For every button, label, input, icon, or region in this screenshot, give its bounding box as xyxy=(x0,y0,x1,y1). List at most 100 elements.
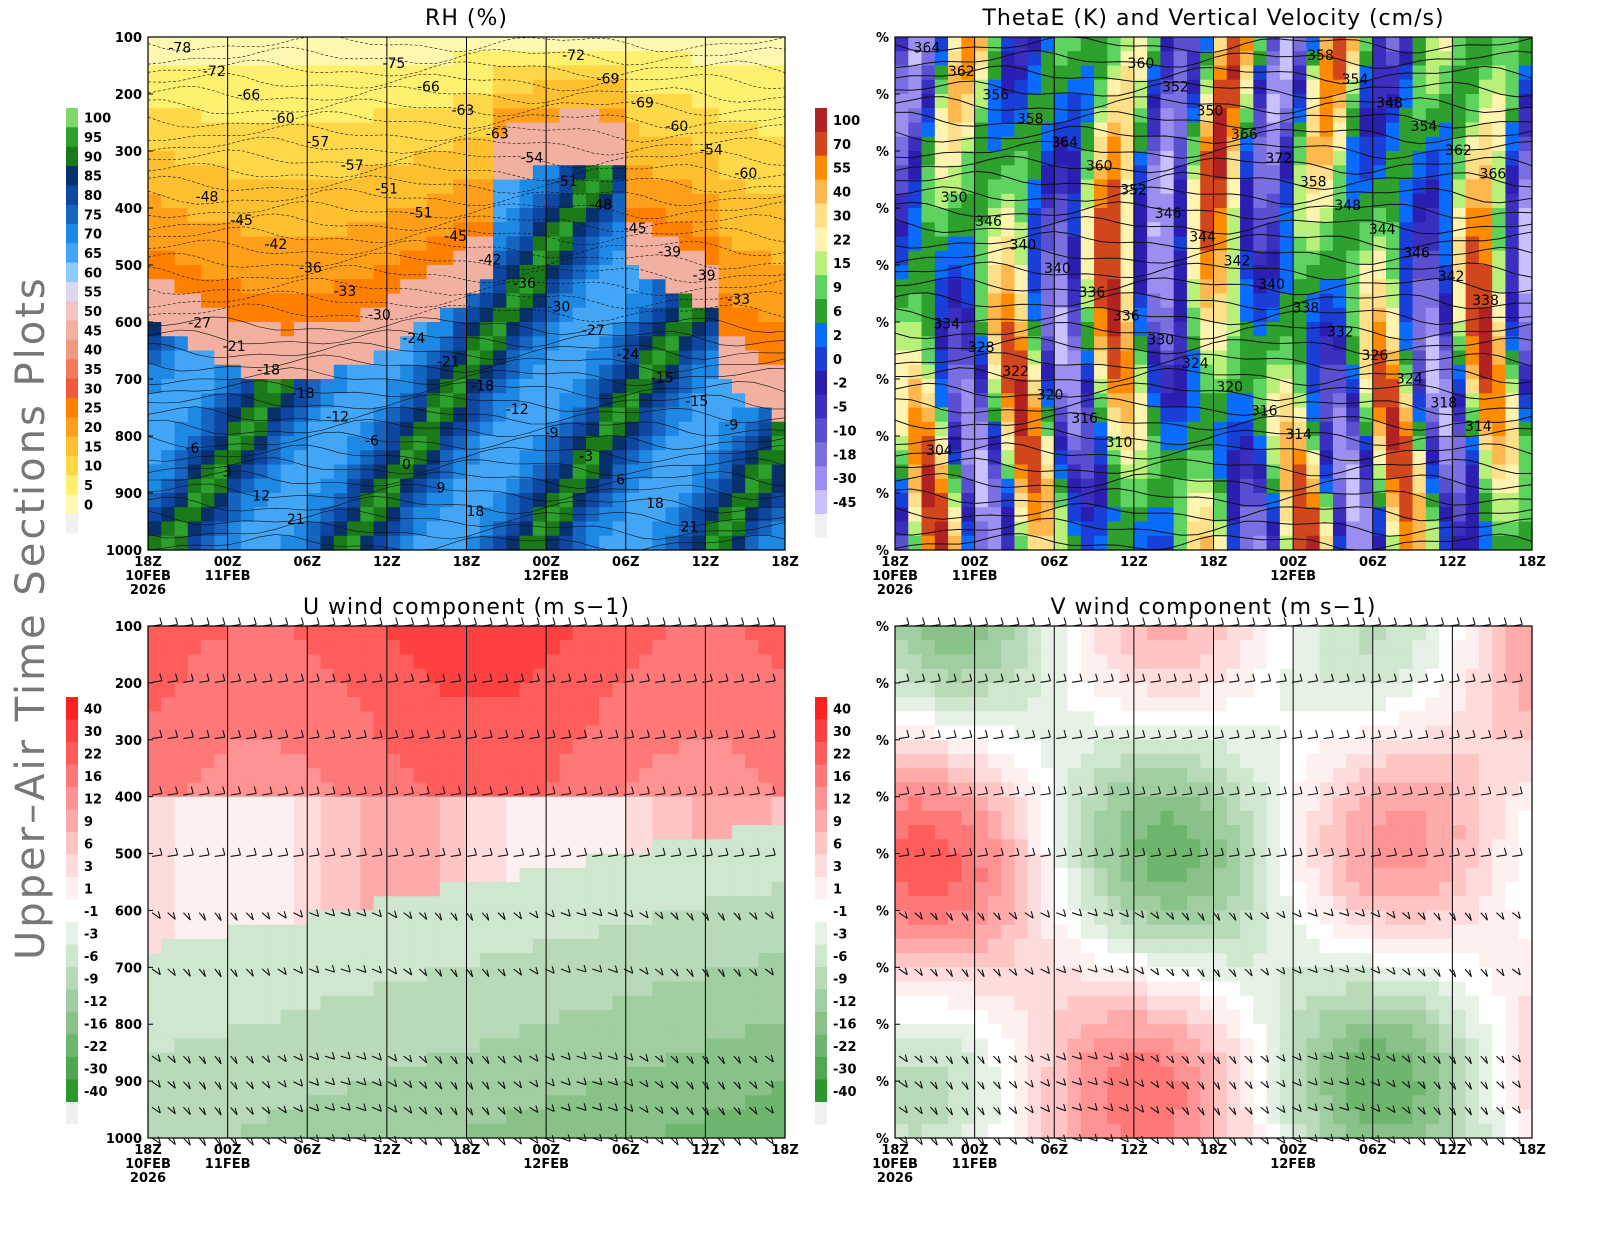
field-cell xyxy=(1226,464,1241,480)
field-cell xyxy=(1439,279,1453,295)
contour-label: 328 xyxy=(968,340,995,356)
field-cell xyxy=(307,626,322,641)
field-cell xyxy=(347,421,361,437)
field-cell xyxy=(240,236,255,252)
field-cell xyxy=(532,810,547,826)
field-cell xyxy=(1465,293,1480,309)
contour-label: -33 xyxy=(727,292,750,308)
field-cell xyxy=(360,768,375,784)
colorbar-label: 6 xyxy=(833,305,842,320)
colorbar-label: 80 xyxy=(84,189,102,204)
field-cell xyxy=(948,307,962,323)
field-cell xyxy=(161,668,176,684)
field-cell xyxy=(267,938,282,954)
field-cell xyxy=(320,725,335,741)
field-cell xyxy=(307,322,322,337)
field-cell xyxy=(333,754,348,769)
field-cell xyxy=(1213,436,1228,451)
field-cell xyxy=(921,293,936,309)
field-cell xyxy=(1346,136,1361,152)
field-cell xyxy=(174,108,189,124)
field-cell xyxy=(280,407,295,423)
field-cell xyxy=(254,1052,269,1068)
field-cell xyxy=(1240,535,1254,551)
field-cell xyxy=(187,122,202,138)
field-cell xyxy=(1279,94,1294,109)
field-cell xyxy=(479,421,494,437)
field-cell xyxy=(908,265,923,280)
field-cell xyxy=(1160,507,1175,523)
field-cell xyxy=(934,265,949,280)
field-cell xyxy=(161,179,176,195)
field-cell xyxy=(240,222,255,238)
field-cell xyxy=(174,1038,189,1054)
field-cell xyxy=(161,279,176,295)
field-cell xyxy=(174,1052,189,1068)
field-cell xyxy=(1439,535,1453,551)
field-cell xyxy=(572,79,587,95)
field-cell xyxy=(240,279,255,295)
field-cell xyxy=(413,1038,428,1054)
field-cell xyxy=(148,165,162,181)
field-cell xyxy=(1067,179,1082,195)
field-cell xyxy=(148,640,162,656)
field-cell xyxy=(1346,279,1361,295)
field-cell xyxy=(360,654,375,670)
field-cell xyxy=(1160,222,1175,238)
field-cell xyxy=(493,151,507,166)
field-cell xyxy=(360,839,375,855)
field-cell xyxy=(280,450,295,466)
field-cell xyxy=(466,626,481,641)
field-cell xyxy=(532,654,547,670)
field-cell xyxy=(227,967,242,983)
field-cell xyxy=(639,279,653,295)
field-cell xyxy=(187,478,202,494)
field-cell xyxy=(987,364,1002,380)
field-cell xyxy=(572,464,587,480)
field-cell xyxy=(320,108,335,124)
contour-label: 346 xyxy=(1155,206,1182,222)
field-cell xyxy=(493,853,507,869)
field-cell xyxy=(532,796,547,812)
field-cell xyxy=(360,1052,375,1068)
field-cell xyxy=(201,1095,215,1111)
field-cell xyxy=(280,136,295,152)
field-cell xyxy=(161,896,176,912)
field-cell xyxy=(948,393,962,409)
field-cell xyxy=(400,450,415,466)
field-cell xyxy=(718,493,733,508)
field-cell xyxy=(320,896,335,912)
contour-label: -48 xyxy=(196,190,219,206)
field-cell xyxy=(599,51,614,67)
field-cell xyxy=(1306,250,1321,266)
field-cell xyxy=(161,796,176,812)
field-cell xyxy=(201,250,215,266)
field-cell xyxy=(1518,265,1533,280)
field-cell xyxy=(1054,193,1069,209)
field-cell xyxy=(559,136,574,152)
field-cell xyxy=(1253,236,1268,252)
field-cell xyxy=(1452,293,1467,309)
field-cell xyxy=(148,668,162,684)
field-cell xyxy=(895,393,909,409)
field-cell xyxy=(1465,179,1480,195)
contour-label: 346 xyxy=(1403,246,1430,262)
field-cell xyxy=(1465,521,1480,537)
field-cell xyxy=(519,967,534,983)
field-cell xyxy=(187,293,202,309)
field-cell xyxy=(360,421,375,437)
field-cell xyxy=(1452,236,1467,252)
field-cell xyxy=(1505,507,1520,523)
colorbar-label: 0 xyxy=(84,498,93,513)
field-cell xyxy=(1226,379,1241,394)
field-cell xyxy=(333,938,348,954)
field-cell xyxy=(453,478,468,494)
field-cell xyxy=(625,336,640,352)
field-cell xyxy=(948,279,962,295)
field-cell xyxy=(453,464,468,480)
field-cell xyxy=(1054,507,1069,523)
contour-label: -51 xyxy=(555,174,578,190)
field-cell xyxy=(1213,379,1228,394)
field-cell xyxy=(426,967,441,983)
field-cell xyxy=(1386,265,1400,280)
